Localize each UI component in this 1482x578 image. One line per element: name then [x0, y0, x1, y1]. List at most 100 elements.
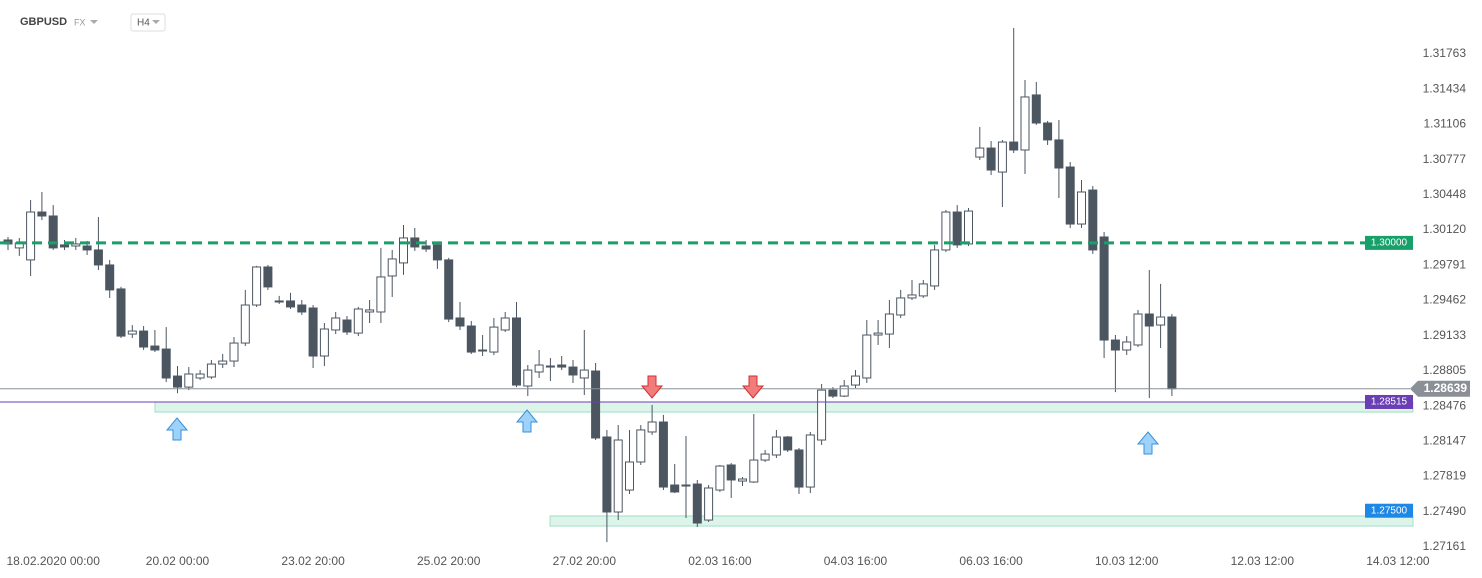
- candle-body: [1020, 96, 1030, 151]
- candle-body: [331, 317, 341, 331]
- candle-body: [1099, 236, 1109, 341]
- candle-body: [997, 141, 1007, 173]
- x-tick-label: 06.03 16:00: [959, 554, 1023, 568]
- down-arrow: [741, 375, 765, 399]
- candle-body: [692, 483, 702, 524]
- level-tag-label: 1.27500: [1371, 505, 1408, 516]
- candle-body: [71, 243, 81, 247]
- y-tick-label: 1.30777: [1423, 152, 1467, 166]
- y-tick-label: 1.27490: [1423, 504, 1467, 518]
- candle-body: [173, 375, 182, 388]
- candle-body: [1009, 141, 1019, 151]
- candle-body: [387, 258, 397, 277]
- candle-body: [139, 330, 149, 348]
- candle-body: [478, 349, 488, 352]
- candle-body: [704, 487, 714, 521]
- candle-body: [534, 364, 544, 373]
- candle-body: [930, 249, 940, 287]
- candle-body: [738, 478, 747, 482]
- y-tick-label: 1.28805: [1423, 363, 1467, 377]
- candle-body: [726, 464, 736, 481]
- x-tick-label: 20.02 00:00: [146, 554, 210, 568]
- interval-dropdown: [152, 20, 160, 24]
- candle-body: [862, 334, 872, 379]
- zone: [154, 401, 1414, 413]
- x-tick-label: 27.02 20:00: [553, 554, 617, 568]
- candle-body: [489, 326, 499, 353]
- x-tick-label: 14.03 12:00: [1366, 554, 1430, 568]
- candle-body: [455, 317, 465, 327]
- candle-body: [1031, 94, 1041, 124]
- candle-body: [715, 465, 725, 491]
- candle-body: [1156, 316, 1166, 326]
- candle-body: [466, 325, 476, 353]
- candle-body: [964, 210, 973, 245]
- candle-body: [184, 373, 194, 388]
- candle-body: [37, 211, 47, 217]
- candle-body: [365, 309, 375, 313]
- candle-body: [884, 313, 894, 335]
- candle-body: [873, 332, 883, 336]
- candle-body: [105, 264, 115, 291]
- candle-body: [1122, 341, 1132, 351]
- level-tag: [1365, 503, 1413, 518]
- candle-body: [263, 266, 273, 288]
- candle-body: [783, 436, 793, 451]
- candle-body: [195, 373, 205, 379]
- y-tick-label: 1.29133: [1423, 328, 1467, 342]
- candle-body: [817, 389, 827, 441]
- arrows: [165, 375, 1160, 455]
- candle-body: [432, 244, 442, 261]
- y-tick-label: 1.28147: [1423, 434, 1467, 448]
- candle-body: [749, 459, 759, 483]
- x-tick-label: 23.02 20:00: [281, 554, 345, 568]
- x-tick-label: 18.02.2020 00:00: [6, 554, 100, 568]
- candle-body: [297, 304, 307, 313]
- candle-body: [828, 389, 838, 397]
- candle-body: [127, 330, 137, 335]
- x-tick-label: 02.03 16:00: [688, 554, 752, 568]
- candle-body: [1077, 191, 1086, 225]
- candle-body: [274, 300, 284, 303]
- candle-body: [1167, 316, 1177, 390]
- candle-body: [161, 348, 171, 379]
- candle-body: [229, 342, 239, 362]
- candle-body: [907, 294, 917, 299]
- y-tick-label: 1.31106: [1424, 117, 1467, 131]
- level-tag: [1365, 394, 1413, 409]
- candle-body: [1144, 313, 1154, 327]
- candle-body: [206, 363, 216, 378]
- candle-body: [805, 434, 815, 488]
- y-tick-label: 1.30120: [1423, 222, 1467, 236]
- candle-body: [794, 449, 804, 488]
- candle-body: [319, 328, 329, 357]
- candle-body: [399, 237, 408, 264]
- x-tick-label: 04.03 16:00: [824, 554, 888, 568]
- y-tick-label: 1.29791: [1423, 257, 1467, 271]
- interval-select[interactable]: [130, 13, 166, 32]
- candle-body: [421, 245, 431, 250]
- candle-body: [591, 370, 601, 439]
- candle-body: [760, 453, 770, 461]
- candle-body: [613, 439, 623, 513]
- price-tag-label: 1.28639: [1424, 381, 1468, 395]
- candle-body: [150, 345, 160, 351]
- candle-body: [568, 366, 578, 376]
- candle-body: [353, 308, 363, 334]
- candle-body: [286, 300, 295, 308]
- candle-body: [1043, 122, 1053, 141]
- candle-body: [975, 147, 985, 158]
- candle-body: [602, 436, 612, 513]
- candle-body: [647, 421, 657, 433]
- market-dropdown[interactable]: [90, 20, 98, 24]
- candle-body: [557, 364, 567, 368]
- candle-body: [670, 484, 680, 493]
- candle-body: [48, 215, 58, 249]
- y-tick-label: 1.27819: [1423, 469, 1467, 483]
- candle-body: [240, 304, 250, 344]
- candle-body: [1065, 166, 1075, 225]
- y-tick-label: 1.29462: [1423, 293, 1467, 307]
- down-arrow: [640, 375, 664, 399]
- x-tick-label: 10.03 12:00: [1095, 554, 1159, 568]
- y-tick-label: 1.28476: [1423, 398, 1467, 412]
